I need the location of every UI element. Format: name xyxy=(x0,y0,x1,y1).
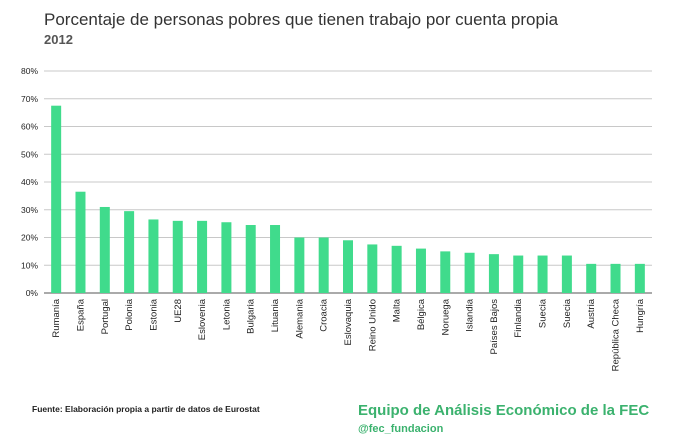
x-tick-label: España xyxy=(75,298,86,331)
x-tick-label: República Checa xyxy=(611,298,622,371)
gridlines xyxy=(44,70,652,294)
bar xyxy=(367,244,378,293)
y-tick-label: 10% xyxy=(21,260,38,270)
bar xyxy=(561,255,572,293)
y-axis-ticks: 0% 10% 20% 30% 40% 50% 60% 70% 80% xyxy=(21,66,38,298)
bar xyxy=(270,225,281,293)
x-tick-label: Bélgica xyxy=(416,298,427,330)
x-tick-label: Eslovaquia xyxy=(343,298,354,345)
y-tick-label: 80% xyxy=(21,66,38,76)
x-tick-label: Suecia xyxy=(538,298,549,328)
x-tick-label: Estonia xyxy=(148,298,159,330)
bar xyxy=(586,263,597,293)
x-tick-label: Malta xyxy=(392,298,403,322)
x-tick-label: Alemania xyxy=(294,298,305,338)
bar xyxy=(51,105,62,293)
bar xyxy=(294,237,305,293)
bar xyxy=(513,255,524,293)
bar xyxy=(318,237,329,293)
brand-label: Equipo de Análisis Económico de la FEC xyxy=(358,402,650,419)
bar xyxy=(391,245,402,293)
bar xyxy=(172,220,183,293)
chart-subtitle: 2012 xyxy=(44,32,73,47)
y-tick-label: 40% xyxy=(21,177,38,187)
bar xyxy=(634,263,645,293)
bar xyxy=(221,222,232,293)
x-tick-label: Islandia xyxy=(465,298,476,331)
x-tick-label: Portugal xyxy=(100,299,111,334)
x-tick-label: Noruega xyxy=(440,298,451,335)
bars xyxy=(51,105,645,293)
bar xyxy=(537,255,548,293)
x-tick-label: Lituania xyxy=(270,298,281,332)
bar xyxy=(343,240,353,293)
bar xyxy=(440,251,451,293)
bar xyxy=(464,252,475,293)
bar xyxy=(148,219,159,293)
y-tick-label: 70% xyxy=(21,94,38,104)
chart-title: Porcentaje de personas pobres que tienen… xyxy=(44,10,559,29)
x-tick-label: Finlandia xyxy=(513,298,524,337)
x-tick-label: Hungría xyxy=(635,298,646,333)
x-tick-label: Austria xyxy=(586,298,597,328)
bar xyxy=(99,206,110,293)
y-tick-label: 20% xyxy=(21,233,38,243)
x-tick-label: Rumanía xyxy=(51,298,62,337)
bar xyxy=(415,248,426,293)
bar xyxy=(245,225,256,293)
bar xyxy=(197,220,208,293)
x-tick-label: Croacia xyxy=(319,298,330,331)
x-tick-label: Eslovenia xyxy=(197,298,208,340)
x-tick-label: Países Bajos xyxy=(489,299,500,355)
bar xyxy=(488,254,499,293)
x-tick-label: UE28 xyxy=(173,299,184,323)
bar xyxy=(124,211,135,293)
x-tick-label: Reino Unido xyxy=(367,299,378,351)
social-handle: @fec_fundacion xyxy=(358,423,444,435)
x-tick-label: Bulgaria xyxy=(246,298,257,334)
y-tick-label: 50% xyxy=(21,149,38,159)
source-note: Fuente: Elaboración propia a partir de d… xyxy=(32,404,260,414)
y-tick-label: 30% xyxy=(21,205,38,215)
bar xyxy=(610,263,621,293)
x-axis-ticks: Rumanía España Portugal Polonia Estonia UE28 E… xyxy=(51,298,646,371)
x-tick-label: Letonia xyxy=(221,298,232,330)
y-tick-label: 60% xyxy=(21,122,38,132)
bar xyxy=(75,191,86,293)
y-tick-label: 0% xyxy=(26,288,39,298)
x-tick-label: Suecia xyxy=(562,298,573,328)
x-tick-label: Polonia xyxy=(124,298,135,330)
